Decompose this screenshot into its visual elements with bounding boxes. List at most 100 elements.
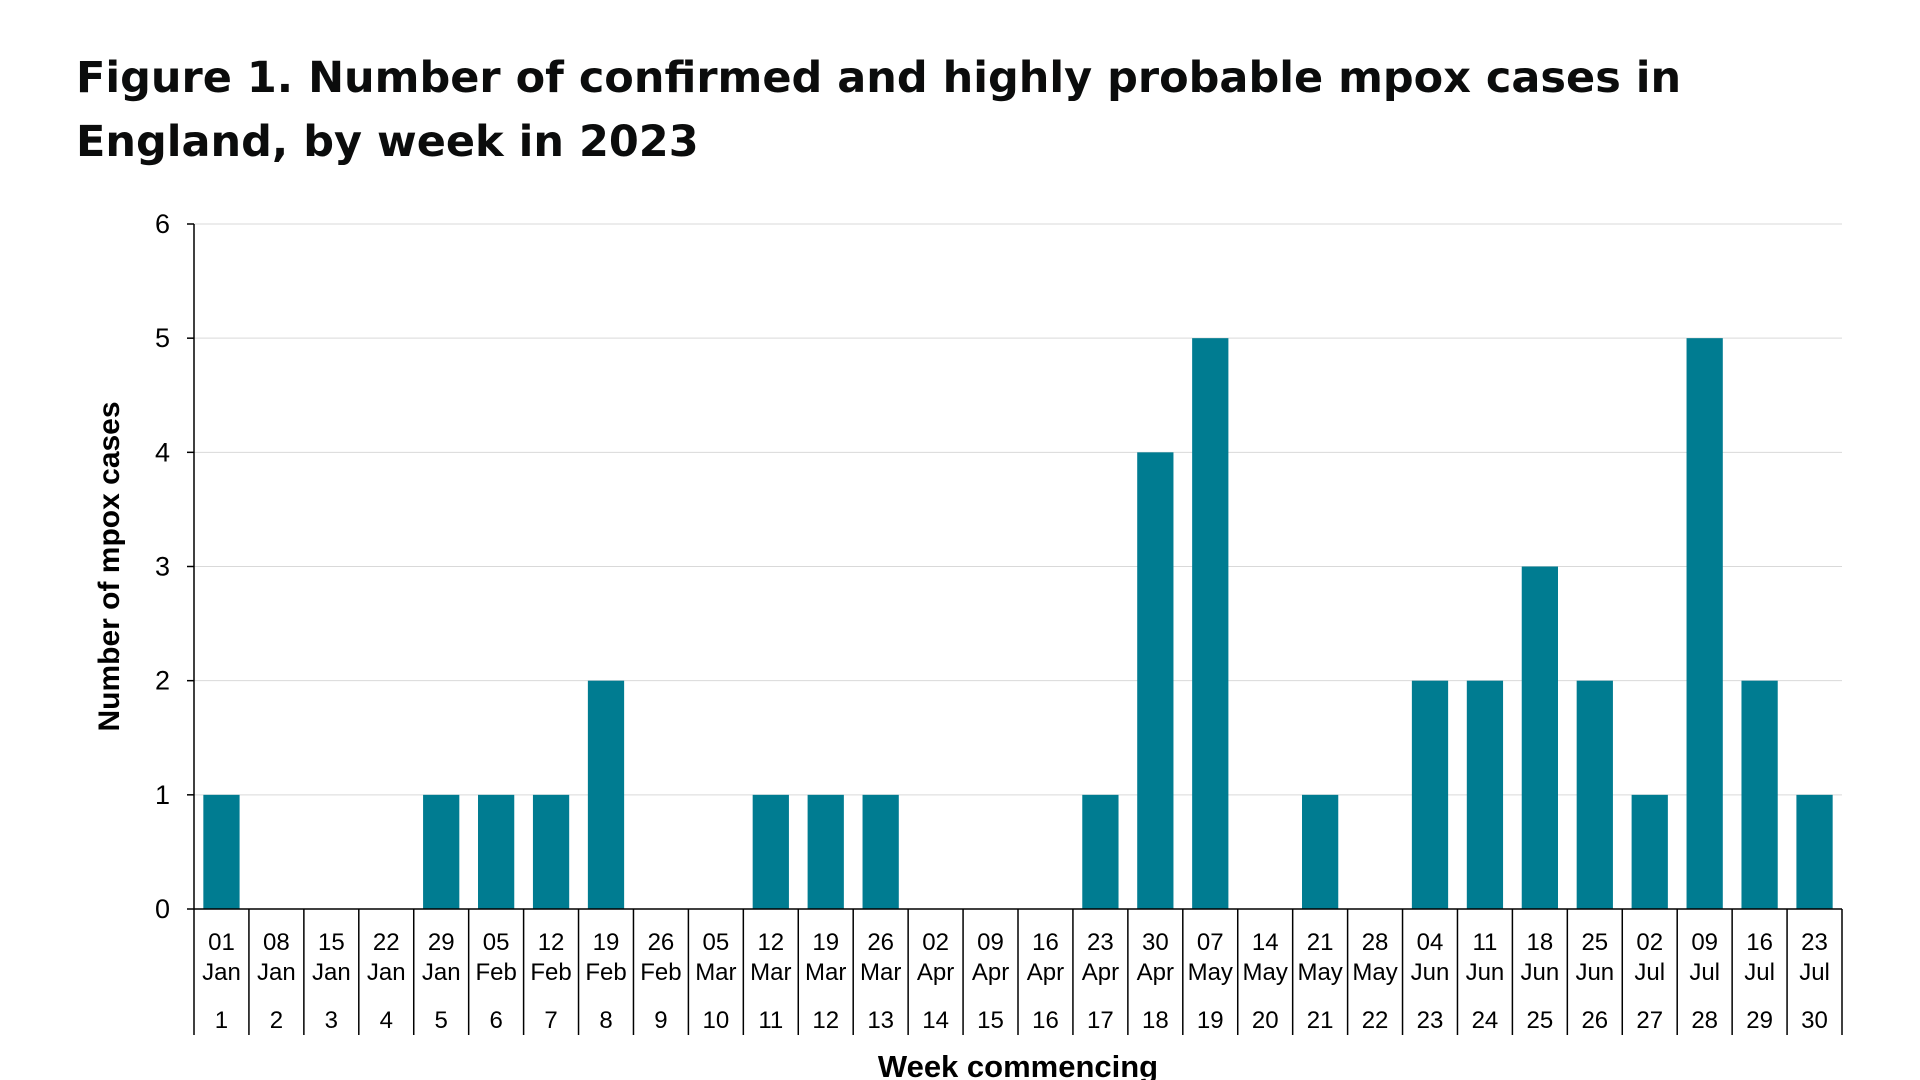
bar bbox=[807, 794, 844, 909]
x-tick-month: Jan bbox=[257, 959, 296, 986]
x-tick-week: 1 bbox=[215, 1007, 228, 1034]
x-tick-week: 2 bbox=[270, 1007, 283, 1034]
x-tick-week: 28 bbox=[1691, 1007, 1718, 1034]
x-tick-month: May bbox=[1188, 959, 1233, 986]
x-tick-day: 21 bbox=[1307, 929, 1334, 956]
x-tick-day: 15 bbox=[318, 929, 345, 956]
x-tick-month: Mar bbox=[695, 959, 736, 986]
bar bbox=[1796, 794, 1833, 909]
y-tick-label: 2 bbox=[155, 666, 170, 696]
y-axis-title: Number of mpox cases bbox=[93, 401, 126, 731]
x-tick-day: 19 bbox=[593, 929, 620, 956]
x-tick-day: 28 bbox=[1362, 929, 1389, 956]
x-tick-day: 12 bbox=[757, 929, 784, 956]
x-tick-week: 15 bbox=[977, 1007, 1004, 1034]
bars bbox=[203, 338, 1833, 910]
x-tick-day: 16 bbox=[1746, 929, 1773, 956]
bar bbox=[1411, 680, 1449, 909]
x-tick-day: 23 bbox=[1087, 929, 1114, 956]
x-tick-week: 20 bbox=[1252, 1007, 1279, 1034]
x-tick-week: 16 bbox=[1032, 1007, 1059, 1034]
chart-title: Figure 1. Number of confirmed and highly… bbox=[76, 53, 1682, 167]
x-tick-month: Apr bbox=[1027, 959, 1064, 986]
x-tick-month: Mar bbox=[750, 959, 791, 986]
bar bbox=[478, 794, 515, 909]
x-tick-day: 12 bbox=[538, 929, 565, 956]
y-tick-label: 3 bbox=[155, 552, 170, 582]
y-tick-label: 0 bbox=[155, 894, 170, 924]
x-tick-month: Jul bbox=[1799, 959, 1830, 986]
x-tick-week: 14 bbox=[922, 1007, 949, 1034]
x-tick-week: 5 bbox=[435, 1007, 448, 1034]
x-tick-day: 02 bbox=[1636, 929, 1663, 956]
y-tick-label: 1 bbox=[155, 780, 170, 810]
x-tick-day: 02 bbox=[922, 929, 949, 956]
y-tick-label: 5 bbox=[155, 323, 170, 353]
x-tick-day: 11 bbox=[1472, 929, 1497, 956]
x-tick-month: Jun bbox=[1411, 959, 1450, 986]
gridlines bbox=[194, 223, 1842, 796]
x-tick-month: Jan bbox=[422, 959, 461, 986]
x-tick-week: 17 bbox=[1087, 1007, 1114, 1034]
bar bbox=[1137, 452, 1174, 909]
x-tick-day: 01 bbox=[208, 929, 235, 956]
x-tick-month: Apr bbox=[917, 959, 954, 986]
x-tick-week: 26 bbox=[1581, 1007, 1608, 1034]
bar bbox=[1741, 680, 1778, 909]
x-tick-day: 09 bbox=[1691, 929, 1718, 956]
x-tick-day: 04 bbox=[1417, 929, 1444, 956]
x-tick-month: Jan bbox=[367, 959, 406, 986]
x-tick-day: 18 bbox=[1527, 929, 1554, 956]
x-tick-day: 22 bbox=[373, 929, 400, 956]
x-tick-week: 9 bbox=[654, 1007, 667, 1034]
bar bbox=[1192, 338, 1229, 910]
x-tick-day: 05 bbox=[483, 929, 510, 956]
x-tick-week: 22 bbox=[1362, 1007, 1389, 1034]
x-tick-day: 23 bbox=[1801, 929, 1828, 956]
bar bbox=[1631, 794, 1668, 909]
y-tick-label: 6 bbox=[155, 209, 170, 239]
x-tick-month: May bbox=[1297, 959, 1342, 986]
x-tick-day: 29 bbox=[428, 929, 455, 956]
x-tick-week: 3 bbox=[325, 1007, 338, 1034]
x-tick-week: 4 bbox=[380, 1007, 393, 1034]
x-tick-month: Jun bbox=[1521, 959, 1560, 986]
x-tick-month: Feb bbox=[475, 959, 516, 986]
bar bbox=[1466, 680, 1504, 909]
x-tick-week: 21 bbox=[1307, 1007, 1334, 1034]
x-tick-month: Jan bbox=[312, 959, 351, 986]
x-tick-week: 19 bbox=[1197, 1007, 1224, 1034]
x-axis-title: Week commencing bbox=[878, 1049, 1158, 1080]
x-tick-month: Jan bbox=[202, 959, 241, 986]
x-tick-week: 8 bbox=[599, 1007, 612, 1034]
x-tick-month: Mar bbox=[860, 959, 901, 986]
bar bbox=[423, 794, 460, 909]
x-tick-month: Apr bbox=[972, 959, 1009, 986]
bar bbox=[587, 680, 625, 909]
bar bbox=[1521, 566, 1558, 909]
x-tick-day: 05 bbox=[703, 929, 730, 956]
x-tick-month: Jul bbox=[1744, 959, 1775, 986]
x-tick-week: 12 bbox=[812, 1007, 839, 1034]
bar bbox=[1686, 338, 1723, 910]
x-tick-month: Mar bbox=[805, 959, 846, 986]
x-tick-week: 30 bbox=[1801, 1007, 1828, 1034]
x-tick-month: Feb bbox=[640, 959, 681, 986]
x-tick-day: 08 bbox=[263, 929, 290, 956]
x-tick-day: 30 bbox=[1142, 929, 1169, 956]
x-tick-day: 26 bbox=[867, 929, 894, 956]
x-tick-day: 07 bbox=[1197, 929, 1224, 956]
x-tick-day: 19 bbox=[812, 929, 839, 956]
axes bbox=[187, 223, 1843, 1035]
bar bbox=[1082, 794, 1119, 909]
x-tick-month: Jun bbox=[1575, 959, 1614, 986]
x-tick-month: Apr bbox=[1082, 959, 1119, 986]
x-tick-week: 10 bbox=[703, 1007, 730, 1034]
labels: 012345601Jan108Jan215Jan322Jan429Jan505F… bbox=[155, 209, 1830, 1034]
y-tick-label: 4 bbox=[155, 437, 170, 467]
x-tick-day: 25 bbox=[1581, 929, 1608, 956]
bar bbox=[752, 794, 789, 909]
x-tick-day: 26 bbox=[648, 929, 675, 956]
x-tick-month: Jul bbox=[1689, 959, 1720, 986]
